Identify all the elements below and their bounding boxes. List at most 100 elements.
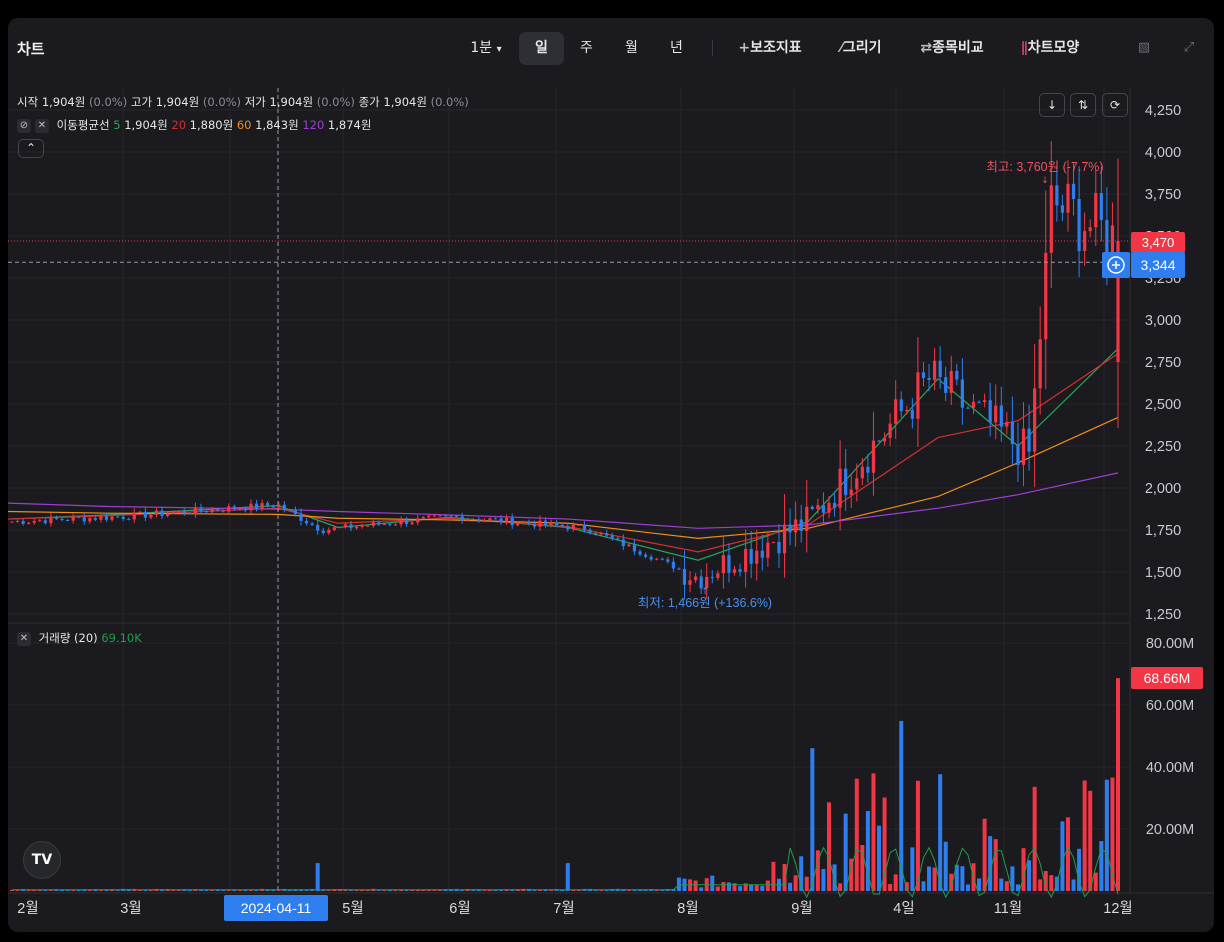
interval-dropdown[interactable]: 1분 ▾ — [463, 32, 509, 65]
candle-body — [955, 370, 959, 380]
candle-body — [621, 539, 625, 547]
candle-body — [988, 400, 992, 423]
candle-body — [966, 407, 970, 409]
candle-body — [471, 519, 475, 521]
candle-body — [421, 517, 425, 519]
volume-bar — [760, 885, 765, 891]
candle-body — [171, 512, 175, 514]
volume-bar — [604, 889, 609, 891]
candle-body — [93, 518, 97, 520]
volume-bar — [915, 780, 920, 891]
volume-bar — [493, 889, 498, 891]
candle-body — [354, 526, 359, 529]
compare-label: 종목비교 — [932, 40, 984, 56]
scroll-down-button[interactable]: ↓ — [1039, 93, 1065, 117]
candle-body — [277, 504, 281, 508]
candle-body — [115, 516, 120, 518]
candle-body — [999, 405, 1003, 427]
volume-bar — [999, 878, 1004, 891]
price-axis-ticks: 4,2504,0003,7503,5003,2503,0002,7502,500… — [1145, 103, 1181, 623]
volume-bar — [949, 873, 954, 891]
volume-bars — [10, 678, 1120, 891]
candle-body — [849, 489, 853, 496]
time-tick-label: 4일 — [893, 900, 914, 917]
candle-body — [243, 508, 248, 511]
candle-body — [571, 525, 575, 530]
trash-icon[interactable]: ▧ — [1137, 40, 1151, 55]
time-tick-label: 9월 — [791, 900, 812, 917]
ma-legend-label: 이동평균선 — [56, 118, 110, 132]
current-price-tag: 3,470 — [1131, 232, 1185, 253]
volume-bar — [1010, 866, 1015, 891]
candle-body — [416, 518, 420, 523]
volume-bar — [354, 890, 359, 891]
candle-body — [916, 372, 920, 419]
candle-body — [1049, 185, 1053, 253]
volume-bar — [248, 889, 253, 891]
compare-button[interactable]: ⇄종목비교 — [912, 32, 992, 65]
chevron-up-icon: ⌃ — [25, 141, 37, 155]
candle-body — [1055, 185, 1059, 206]
price-tick-label: 4,000 — [1145, 145, 1181, 161]
candle-body — [771, 542, 776, 544]
indicator-label: 보조지표 — [750, 40, 802, 56]
eye-off-icon[interactable]: ⊘ — [17, 118, 31, 133]
candle-body — [382, 524, 386, 526]
volume-bar — [382, 890, 387, 891]
candle-body — [54, 517, 59, 519]
candle-body — [688, 580, 692, 585]
volume-legend: ✕ 거래량 (20) 69.10K — [17, 630, 142, 646]
candle-body — [288, 509, 292, 511]
reset-button[interactable]: ⟳ — [1102, 93, 1128, 117]
candle-body — [860, 466, 864, 479]
volume-bar — [276, 889, 281, 891]
time-tick-label: 12월 — [1103, 900, 1132, 917]
volume-bar — [1027, 860, 1032, 891]
candle-body — [666, 559, 670, 562]
tab-period-year[interactable]: 년 — [670, 40, 683, 56]
candle-body — [782, 524, 787, 554]
volume-bar — [387, 889, 392, 891]
drawing-button[interactable]: ⁄그리기 — [828, 32, 894, 65]
tab-period-week[interactable]: 주 — [580, 40, 593, 56]
volume-bar — [904, 882, 909, 891]
volume-bar — [954, 864, 959, 891]
candle-body — [732, 569, 737, 573]
candle-body — [82, 517, 86, 522]
candle-body — [527, 522, 531, 524]
low-arrow-icon: ↑ — [701, 587, 709, 597]
candle-body — [694, 576, 698, 581]
close-icon[interactable]: ✕ — [35, 118, 49, 133]
candle-body — [405, 520, 409, 525]
volume-bar — [1015, 884, 1020, 891]
candle-body — [744, 548, 748, 572]
volume-bar — [932, 867, 937, 891]
ma-line-60 — [8, 416, 1119, 540]
candle-body — [293, 509, 298, 514]
candle-body — [910, 409, 914, 419]
tab-period-month[interactable]: 월 — [625, 40, 638, 56]
candle-body — [977, 401, 981, 403]
candle-body — [882, 437, 887, 442]
indicator-button[interactable]: +보조지표 — [730, 32, 810, 65]
fit-button[interactable]: ⇅ — [1070, 93, 1096, 117]
chart-style-button[interactable]: ∥차트모양 — [1010, 32, 1090, 65]
candle-body — [699, 576, 703, 589]
volume-bar — [910, 847, 915, 891]
expand-icon[interactable]: ⤢ — [1183, 40, 1195, 55]
low-value: 1,904원 — [269, 95, 314, 109]
candle-body — [1105, 220, 1109, 260]
tradingview-logo[interactable]: TV — [23, 841, 61, 879]
candle-body — [649, 556, 653, 560]
candle-body — [549, 522, 553, 525]
ma120-value: 1,874원 — [327, 118, 372, 132]
price-chart[interactable]: 4,2504,0003,7503,5003,2503,0002,7502,500… — [8, 18, 1214, 932]
ohlc-legend: 시작 1,904원 (0.0%) 고가 1,904원 (0.0%) 저가 1,9… — [17, 94, 469, 110]
volume-bar — [482, 890, 487, 891]
close-icon[interactable]: ✕ — [17, 631, 31, 646]
tab-period-day[interactable]: 일 — [519, 32, 564, 65]
volume-bar — [65, 890, 70, 891]
toolbar-divider — [712, 40, 713, 56]
collapse-legend-button[interactable]: ⌃ — [18, 139, 44, 158]
candle-body — [677, 568, 681, 570]
